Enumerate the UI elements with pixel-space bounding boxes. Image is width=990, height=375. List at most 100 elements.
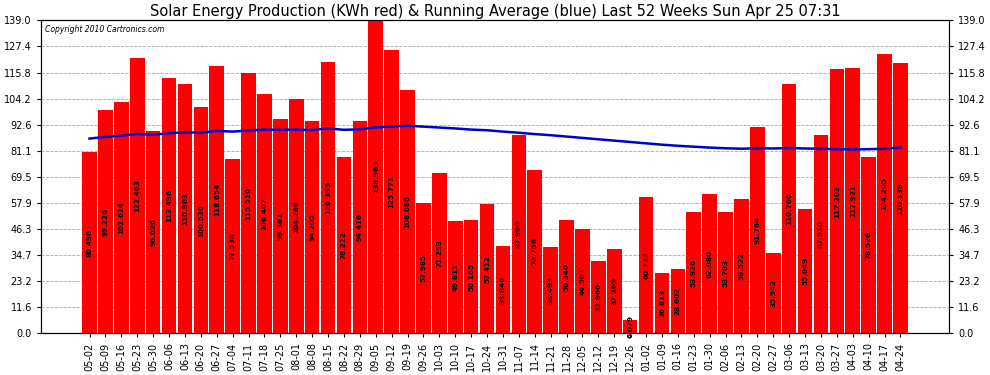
Bar (146, 130, 160, 333)
Text: 87.990: 87.990 (516, 220, 522, 248)
Bar (750, 127, 764, 333)
Bar (702, 194, 717, 333)
Bar (177, 84, 192, 333)
Bar (814, 135, 829, 333)
Text: 26.813: 26.813 (659, 289, 665, 317)
Text: 115.510: 115.510 (246, 187, 251, 220)
Text: 124.205: 124.205 (881, 177, 888, 210)
Text: 38.846: 38.846 (500, 276, 506, 304)
Bar (210, 66, 224, 333)
Text: 77.538: 77.538 (230, 232, 236, 260)
Text: 72.758: 72.758 (532, 237, 538, 266)
Bar (670, 269, 685, 333)
Bar (623, 320, 638, 333)
Text: 125.771: 125.771 (389, 176, 395, 208)
Bar (273, 118, 288, 333)
Bar (242, 73, 255, 333)
Bar (654, 273, 669, 333)
Title: Solar Energy Production (KWh red) & Running Average (blue) Last 52 Weeks Sun Apr: Solar Energy Production (KWh red) & Runn… (149, 4, 841, 19)
Bar (877, 54, 892, 333)
Bar (193, 107, 208, 333)
Text: Copyright 2010 Cartronics.com: Copyright 2010 Cartronics.com (46, 25, 165, 34)
Bar (528, 170, 543, 333)
Bar (782, 84, 797, 333)
Bar (830, 69, 844, 333)
Text: 60.732: 60.732 (644, 251, 649, 279)
Text: 117.202: 117.202 (834, 185, 840, 218)
Text: 108.080: 108.080 (405, 195, 411, 228)
Text: 53.703: 53.703 (723, 259, 729, 287)
Bar (226, 159, 240, 333)
Bar (289, 99, 304, 333)
Text: 78.526: 78.526 (865, 231, 871, 259)
Text: 6.079: 6.079 (627, 315, 634, 338)
Bar (861, 156, 876, 333)
Text: 57.412: 57.412 (484, 255, 490, 283)
Text: 38.493: 38.493 (547, 276, 553, 304)
Text: 110.706: 110.706 (786, 192, 792, 225)
Bar (639, 196, 653, 333)
Text: 37.269: 37.269 (611, 278, 617, 306)
Bar (305, 121, 320, 333)
Bar (718, 213, 733, 333)
Text: 138.963: 138.963 (373, 160, 379, 194)
Text: 100.530: 100.530 (198, 204, 204, 237)
Bar (352, 121, 367, 333)
Bar (114, 102, 129, 333)
Text: 50.340: 50.340 (563, 263, 569, 291)
Text: 122.463: 122.463 (135, 179, 141, 212)
Text: 94.416: 94.416 (356, 213, 363, 241)
Bar (575, 229, 590, 333)
Bar (845, 68, 860, 333)
Text: 91.764: 91.764 (754, 216, 760, 244)
Bar (686, 212, 701, 333)
Text: 53.926: 53.926 (691, 259, 697, 287)
Bar (416, 203, 431, 333)
Bar (98, 110, 113, 333)
Text: 49.811: 49.811 (452, 263, 458, 291)
Text: 78.222: 78.222 (341, 231, 346, 259)
Bar (161, 78, 176, 333)
Text: 90.026: 90.026 (150, 218, 156, 246)
Text: 87.910: 87.910 (818, 220, 824, 248)
Text: 28.602: 28.602 (675, 287, 681, 315)
Bar (559, 220, 574, 333)
Text: 35.542: 35.542 (770, 279, 776, 308)
Bar (766, 254, 780, 333)
Bar (400, 90, 415, 333)
Bar (591, 261, 606, 333)
Text: 106.407: 106.407 (261, 197, 267, 230)
Text: 99.226: 99.226 (102, 208, 109, 236)
Text: 31.966: 31.966 (595, 284, 601, 312)
Text: 94.205: 94.205 (309, 213, 315, 242)
Text: 120.395: 120.395 (325, 182, 331, 214)
Bar (257, 94, 272, 333)
Text: 62.080: 62.080 (707, 249, 713, 278)
Bar (384, 50, 399, 333)
Bar (130, 58, 145, 333)
Bar (432, 173, 446, 333)
Text: 95.361: 95.361 (277, 212, 283, 240)
Bar (464, 220, 478, 333)
Text: 50.165: 50.165 (468, 263, 474, 291)
Text: 120.139: 120.139 (898, 182, 904, 214)
Text: 55.049: 55.049 (802, 257, 808, 285)
Text: 80.490: 80.490 (86, 229, 92, 257)
Text: 57.985: 57.985 (421, 254, 427, 282)
Bar (368, 20, 383, 333)
Bar (480, 204, 494, 333)
Text: 113.496: 113.496 (166, 189, 172, 222)
Text: 110.903: 110.903 (182, 192, 188, 225)
Bar (512, 135, 526, 333)
Text: 71.253: 71.253 (437, 239, 443, 267)
Bar (798, 209, 813, 333)
Bar (82, 152, 97, 333)
Text: 117.921: 117.921 (849, 184, 855, 217)
Bar (607, 249, 622, 333)
Text: 59.522: 59.522 (739, 252, 744, 280)
Text: 46.501: 46.501 (579, 267, 585, 295)
Bar (735, 200, 748, 333)
Bar (337, 157, 351, 333)
Bar (496, 246, 510, 333)
Bar (893, 63, 908, 333)
